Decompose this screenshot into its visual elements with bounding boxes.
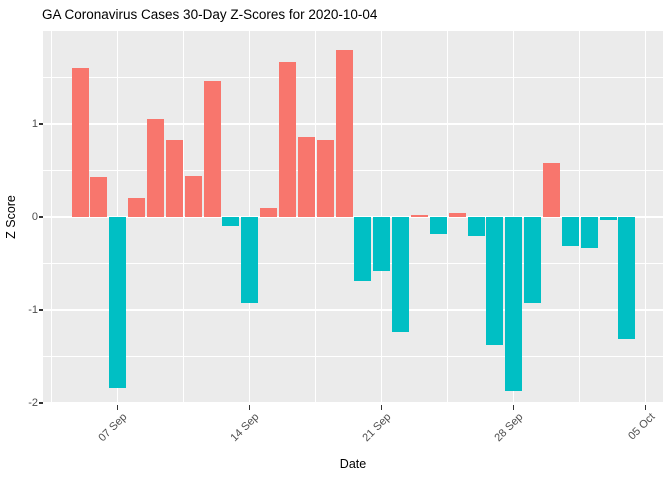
y-minor-gridline (43, 77, 663, 78)
bar-positive (316, 139, 334, 217)
y-tick-label: -2 (28, 397, 38, 409)
bar-negative (561, 217, 579, 246)
bar-positive (542, 163, 560, 217)
x-tick-mark (644, 405, 647, 410)
x-tick-label: 21 Sep (360, 411, 394, 445)
bar-positive (165, 139, 183, 217)
x-axis-title: Date (339, 457, 367, 471)
bar-positive (71, 68, 89, 217)
y-major-gridline (43, 402, 663, 404)
bar-negative (373, 217, 391, 271)
bar-negative (618, 217, 636, 339)
bar-positive (184, 176, 202, 217)
x-tick-mark (512, 405, 515, 410)
x-major-gridline (644, 31, 647, 404)
y-tick-label: 1 (31, 118, 38, 130)
bar-negative (486, 217, 504, 346)
bar-negative (109, 217, 127, 389)
bar-positive (448, 213, 466, 217)
y-minor-gridline (43, 263, 663, 264)
y-minor-gridline (43, 356, 663, 357)
x-tick-label: 05 Oct (625, 411, 658, 443)
bar-negative (467, 217, 485, 236)
y-minor-gridline (43, 170, 663, 171)
bar-positive (410, 215, 428, 217)
y-major-gridline (43, 216, 663, 218)
x-tick-mark (380, 405, 383, 410)
y-tick-mark (39, 309, 43, 311)
bar-positive (297, 137, 315, 217)
bar-negative (241, 217, 259, 304)
bar-positive (335, 49, 353, 217)
bar-positive (128, 198, 146, 217)
bar-positive (278, 61, 296, 217)
y-major-gridline (43, 309, 663, 311)
bar-negative (429, 217, 447, 234)
x-tick-mark (116, 405, 119, 410)
y-tick-label: -1 (28, 304, 38, 316)
bar-positive (90, 177, 108, 217)
x-tick-label: 14 Sep (228, 411, 262, 445)
bar-negative (392, 217, 410, 333)
chart-title: GA Coronavirus Cases 30-Day Z-Scores for… (42, 7, 378, 22)
bar-positive (203, 81, 221, 217)
y-tick-label: 0 (31, 211, 38, 223)
bar-negative (505, 217, 523, 391)
bar-negative (580, 217, 598, 248)
plot-panel (43, 31, 663, 404)
y-tick-mark (39, 123, 43, 125)
x-tick-mark (248, 405, 251, 410)
x-tick-label: 07 Sep (96, 411, 130, 445)
bar-negative (222, 217, 240, 227)
x-tick-label: 28 Sep (492, 411, 526, 445)
bar-negative (599, 217, 617, 220)
bar-negative (354, 217, 372, 282)
y-tick-mark (39, 402, 43, 404)
bar-negative (524, 217, 542, 303)
bar-positive (260, 207, 278, 217)
y-tick-mark (39, 216, 43, 218)
y-major-gridline (43, 123, 663, 125)
bar-positive (146, 119, 164, 217)
